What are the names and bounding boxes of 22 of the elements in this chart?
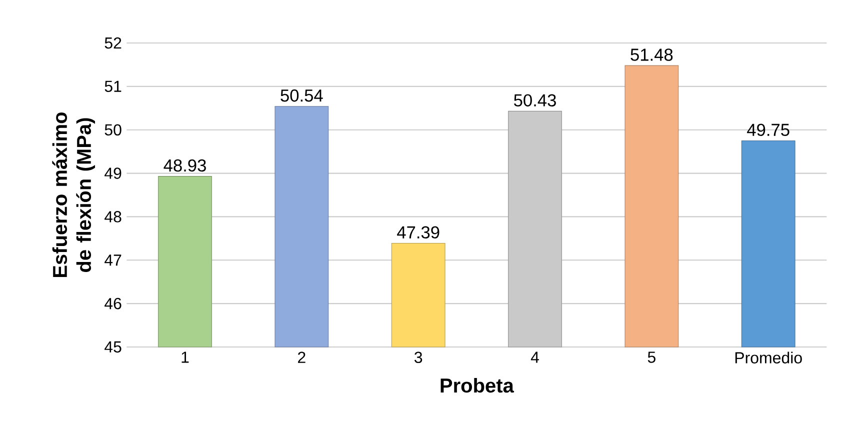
x-tick-label: 5 (648, 352, 656, 363)
y-axis-title: Esfuerzo máximo de flexión (MPa) (52, 112, 95, 278)
y-tick-label: 49 (104, 168, 122, 179)
y-tick-label: 47 (104, 254, 122, 266)
x-tick-label: 4 (530, 352, 539, 363)
data-label: 51.48 (630, 48, 673, 61)
x-tick-label: Promedio (735, 352, 802, 364)
y-tick-label: 45 (104, 341, 122, 353)
data-label: 50.54 (280, 89, 323, 102)
data-label: 47.39 (397, 226, 440, 238)
y-tick-label: 52 (104, 37, 122, 49)
data-label: 49.75 (747, 124, 790, 136)
y-tick-label: 50 (104, 124, 122, 136)
data-label: 50.43 (514, 94, 556, 106)
x-tick-label: 2 (298, 352, 306, 363)
x-tick-label: 1 (182, 352, 189, 363)
y-tick-label: 51 (104, 80, 122, 92)
x-tick-label: 3 (414, 352, 422, 364)
y-tick-label: 48 (104, 211, 122, 222)
data-label: 48.93 (164, 159, 206, 172)
x-axis-title: Probeta (440, 378, 514, 393)
y-tick-label: 46 (104, 298, 122, 310)
